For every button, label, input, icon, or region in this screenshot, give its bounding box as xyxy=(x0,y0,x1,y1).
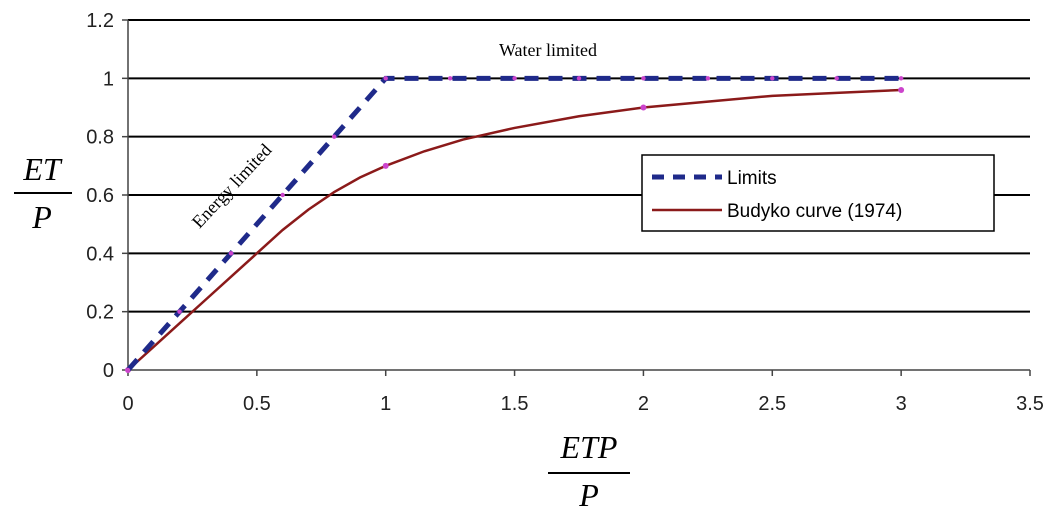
x-label-denominator: P xyxy=(578,477,599,512)
limits-point xyxy=(125,367,131,373)
legend-label-budyko: Budyko curve (1974) xyxy=(727,201,902,222)
limits-point xyxy=(280,192,285,198)
limits-point xyxy=(770,76,775,81)
series-line-limits xyxy=(126,75,902,372)
limits-point xyxy=(177,309,182,314)
x-tick-labels: 0 0.5 1 1.5 2 2.5 3 3.5 xyxy=(122,370,1044,415)
x-tick-label: 1 xyxy=(380,393,391,415)
limits-point xyxy=(447,76,453,81)
y-label-numerator: ET xyxy=(22,151,63,187)
limits-point xyxy=(705,76,711,81)
legend: Limits Budyko curve (1974) xyxy=(641,154,995,232)
limits-point xyxy=(331,134,337,139)
series-line-budyko xyxy=(127,88,902,371)
y-label-denominator: P xyxy=(31,199,52,235)
limits-point xyxy=(834,76,839,81)
budyko-point xyxy=(640,104,647,111)
y-tick-label: 1 xyxy=(103,68,114,90)
x-axis-label: ETP P xyxy=(548,429,630,512)
legend-label-limits: Limits xyxy=(727,168,777,189)
y-tick-labels: 0 0.2 0.4 0.6 0.8 1 1.2 xyxy=(86,10,128,382)
x-tick-label: 2 xyxy=(638,393,649,415)
budyko-point xyxy=(382,162,389,169)
y-axis-label: ET P xyxy=(14,151,72,235)
limits-point xyxy=(898,76,904,81)
series-layer xyxy=(125,75,905,373)
limits-point xyxy=(383,76,388,81)
y-tick-label: 0.2 xyxy=(86,302,114,324)
budyko-point xyxy=(898,87,905,93)
y-tick-label: 0.8 xyxy=(86,127,114,149)
x-tick-label: 0 xyxy=(122,393,133,415)
y-tick-label: 0.4 xyxy=(86,243,114,265)
limits-point xyxy=(641,76,646,81)
y-tick-label: 0 xyxy=(103,360,114,382)
x-tick-label: 2.5 xyxy=(758,393,786,415)
x-tick-label: 1.5 xyxy=(501,393,529,415)
limits-point xyxy=(512,76,517,81)
x-tick-label: 0.5 xyxy=(243,393,271,415)
y-tick-label: 0.6 xyxy=(86,185,114,207)
x-tick-label: 3 xyxy=(896,393,907,415)
x-tick-label: 3.5 xyxy=(1016,393,1044,415)
y-tick-label: 1.2 xyxy=(86,10,114,32)
annotation-water-limited: Water limited xyxy=(499,40,597,60)
limits-point xyxy=(228,251,234,256)
legend-box xyxy=(641,154,995,232)
x-label-numerator: ETP xyxy=(560,429,618,465)
limits-point xyxy=(576,76,582,81)
